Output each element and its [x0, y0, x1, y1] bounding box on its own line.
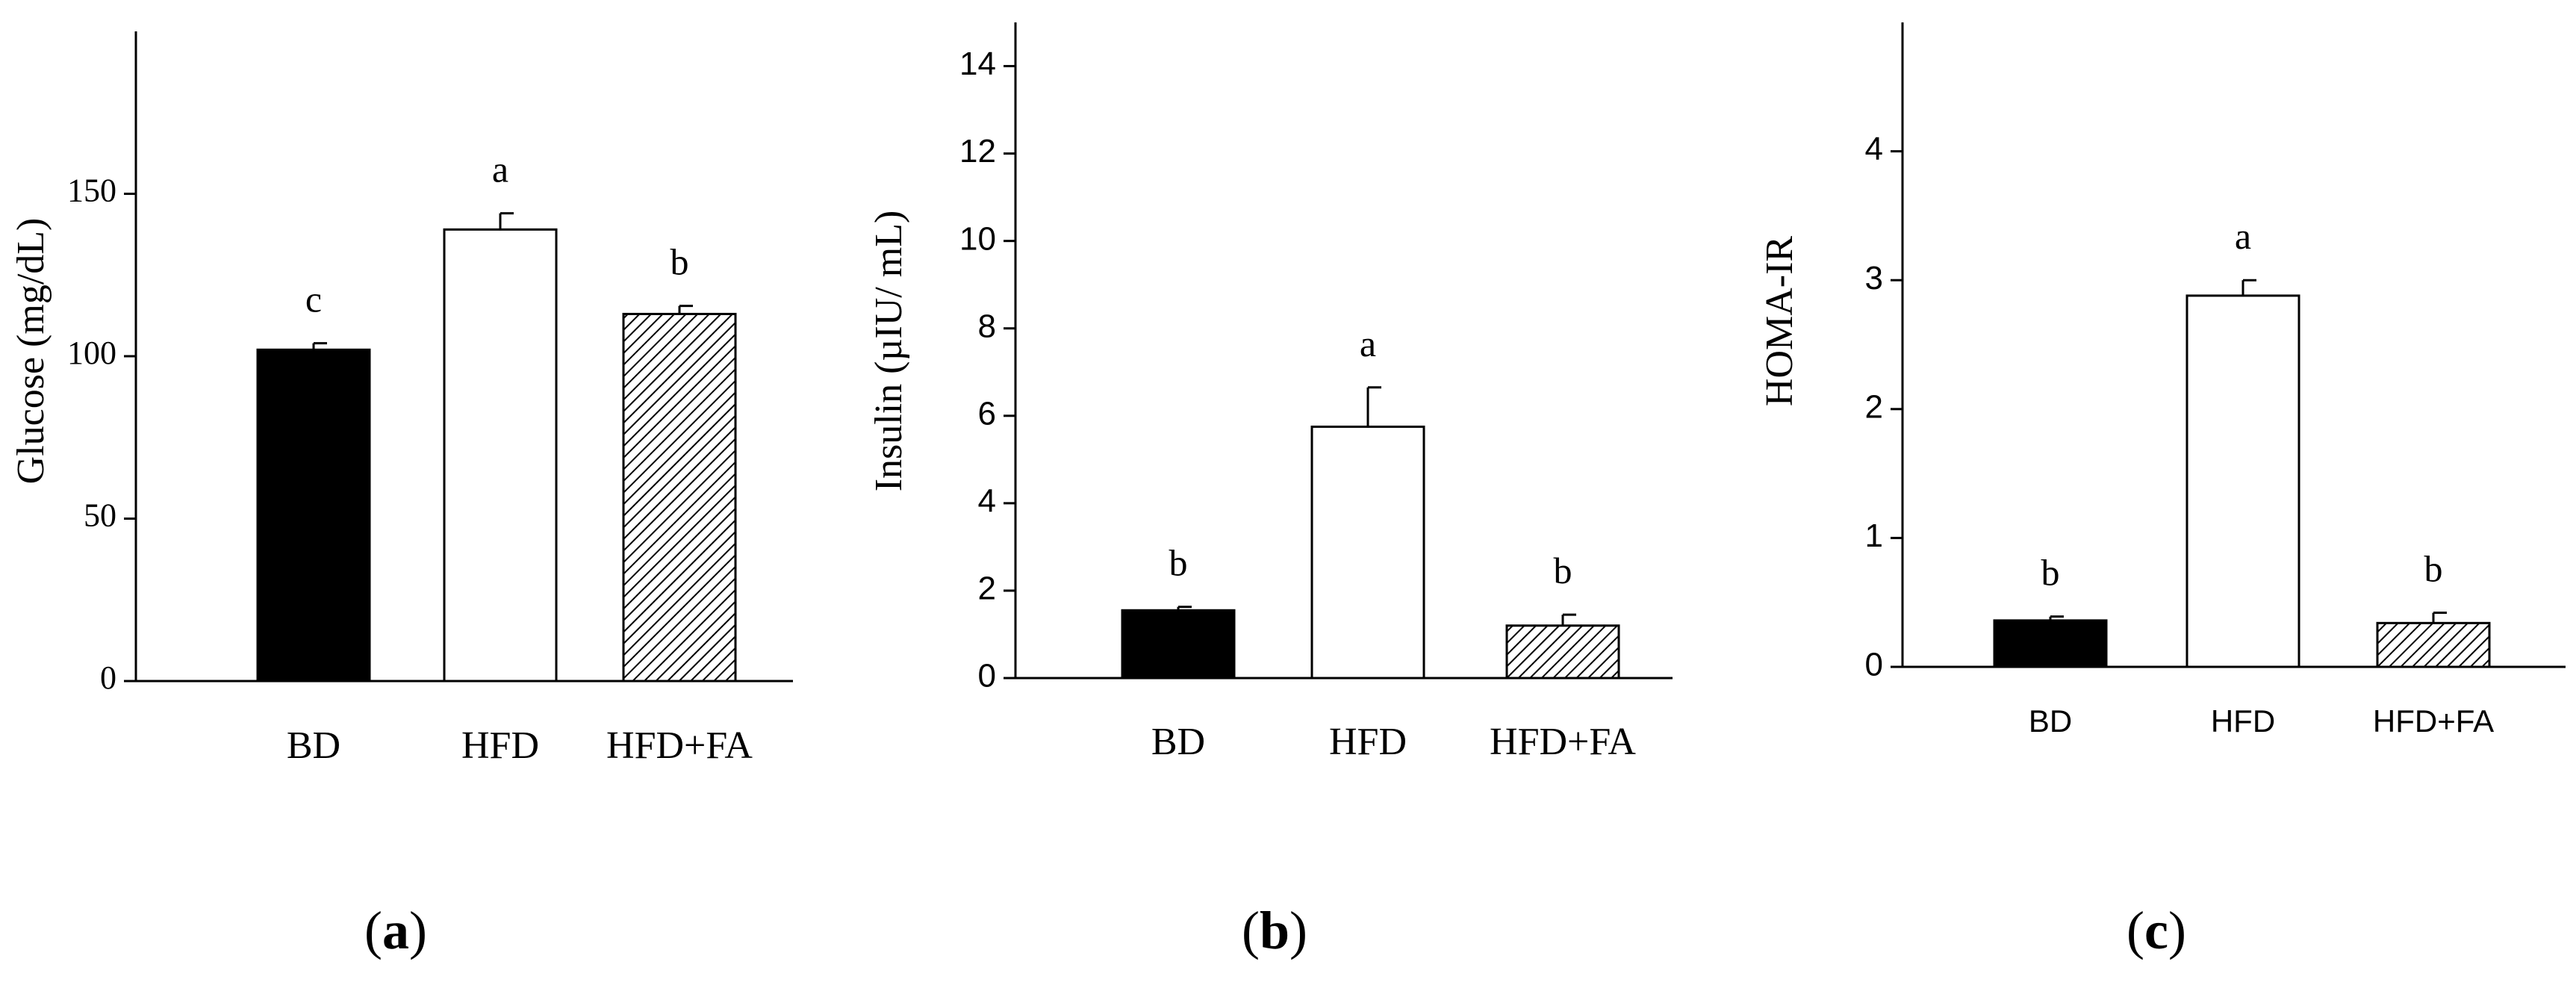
panel-label: (c) — [2127, 901, 2186, 960]
y-tick-label: 3 — [1865, 260, 1883, 296]
chart-panel-3: 0 1 2 3 4 b BD a HFD b HFD+FA HOMA-IR (c) — [1758, 22, 2566, 960]
bar-bd — [1121, 609, 1236, 680]
x-tick-label: HFD — [1329, 721, 1407, 763]
y-tick-label: 100 — [67, 335, 116, 371]
y-axis-label: Insulin (µIU/ mL) — [868, 211, 910, 492]
significance-letter: a — [492, 149, 508, 190]
x-tick-label: BD — [287, 724, 340, 767]
panel-label: (b) — [1242, 901, 1307, 960]
bar-hfd-fa — [1505, 624, 1620, 680]
x-tick-label: BD — [2029, 703, 2072, 739]
bar-bd — [256, 348, 371, 683]
y-tick-label: 150 — [67, 173, 116, 209]
y-tick-label: 14 — [959, 46, 996, 82]
bar-hfd — [2185, 294, 2300, 668]
significance-letter: b — [2424, 548, 2443, 590]
y-tick-label: 10 — [959, 220, 996, 257]
x-tick-label: HFD+FA — [2373, 703, 2494, 739]
bar-hfd — [1310, 425, 1425, 680]
y-tick-label: 4 — [978, 482, 996, 519]
y-tick-label: 0 — [100, 659, 116, 696]
y-tick-label: 50 — [84, 497, 116, 534]
chart-panel-2: 0 2 4 6 8 10 12 14 b BD a HFD b HFD+FA Insulin (µIU/ m… — [868, 22, 1673, 960]
y-tick-label: 12 — [959, 133, 996, 170]
bar-hfd — [443, 228, 558, 683]
bar-hfd-fa — [2376, 621, 2491, 668]
y-tick-label: 6 — [978, 395, 996, 432]
y-tick-label: 2 — [978, 571, 996, 607]
x-tick-label: BD — [1151, 721, 1205, 763]
y-tick-label: 1 — [1865, 518, 1883, 554]
chart-panel-1: 0 50 100 150 c BD a HFD b HFD+FA Glucose (mg/dL) (a… — [10, 31, 793, 960]
x-tick-label: HFD — [2211, 703, 2275, 739]
significance-letter: b — [2041, 552, 2060, 594]
x-tick-label: HFD — [461, 724, 539, 767]
x-tick-label: HFD+FA — [1490, 721, 1636, 763]
significance-letter: b — [1554, 550, 1572, 591]
panel-label: (a) — [364, 901, 427, 960]
y-tick-label: 0 — [1865, 647, 1883, 683]
bar-hfd-fa — [622, 312, 737, 683]
y-tick-label: 4 — [1865, 131, 1883, 167]
significance-letter: c — [305, 279, 322, 320]
y-axis-label: HOMA-IR — [1758, 236, 1801, 407]
y-tick-label: 0 — [978, 658, 996, 694]
bar-bd — [1993, 619, 2108, 668]
significance-letter: b — [671, 241, 689, 283]
significance-letter: b — [1169, 542, 1188, 584]
x-tick-label: HFD+FA — [606, 724, 753, 767]
y-axis-label: Glucose (mg/dL) — [10, 218, 52, 485]
significance-letter: a — [1360, 323, 1376, 364]
y-tick-label: 2 — [1865, 388, 1883, 425]
y-tick-label: 8 — [978, 308, 996, 344]
significance-letter: a — [2235, 215, 2251, 257]
